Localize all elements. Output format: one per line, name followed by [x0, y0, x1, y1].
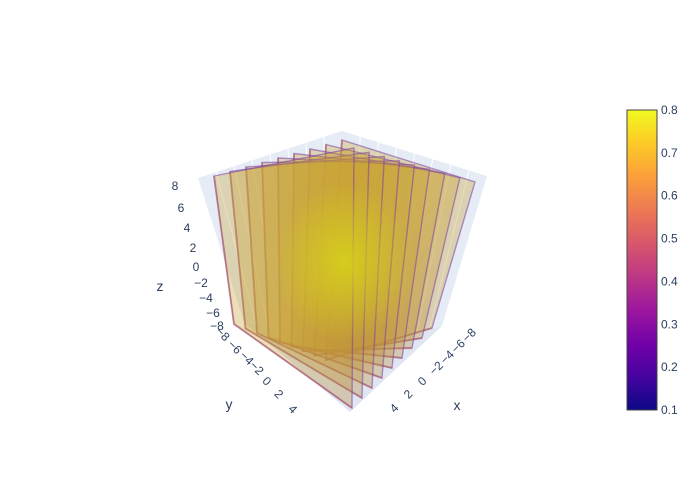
x-tick-label: 0 — [415, 374, 430, 389]
colorbar-tick-label: 0.7 — [661, 146, 678, 160]
z-tick-label: −2 — [194, 276, 208, 290]
core-glow — [275, 182, 415, 342]
z-axis-ticks: 8 6 4 2 0 −2−4−6−8 — [172, 179, 225, 333]
y-axis-title: y — [226, 396, 233, 412]
y-tick-label: 2 — [272, 387, 287, 402]
z-tick-label: 0 — [193, 260, 200, 274]
z-tick-label: 6 — [178, 201, 185, 215]
z-axis-title: z — [157, 278, 164, 294]
colorbar-ticks: 0.8 0.7 0.6 0.5 0.4 0.3 0.2 0.1 — [661, 103, 678, 417]
colorbar-tick-label: 0.1 — [661, 403, 678, 417]
colorbar-tick-label: 0.2 — [661, 360, 678, 374]
z-tick-label: −8 — [210, 319, 224, 333]
z-tick-label: −6 — [206, 306, 220, 320]
y-tick-label: 4 — [286, 402, 301, 417]
x-axis-title: x — [454, 397, 461, 413]
y-tick-label: 0 — [260, 374, 275, 389]
colorbar-gradient — [626, 109, 658, 411]
z-tick-label: 8 — [172, 179, 179, 193]
colorbar-tick-label: 0.5 — [661, 232, 678, 246]
colorbar: 0.8 0.7 0.6 0.5 0.4 0.3 0.2 0.1 — [626, 103, 678, 417]
z-tick-label: 2 — [190, 241, 197, 255]
z-tick-label: −4 — [199, 291, 213, 305]
colorbar-tick-label: 0.8 — [661, 103, 678, 117]
volume-slab-edge — [213, 175, 353, 409]
x-tick-label: 4 — [387, 401, 402, 416]
z-tick-label: 4 — [184, 221, 191, 235]
colorbar-tick-label: 0.4 — [661, 274, 678, 288]
colorbar-tick-label: 0.6 — [661, 189, 678, 203]
x-tick-label: 2 — [401, 387, 416, 402]
colorbar-tick-label: 0.3 — [661, 317, 678, 331]
